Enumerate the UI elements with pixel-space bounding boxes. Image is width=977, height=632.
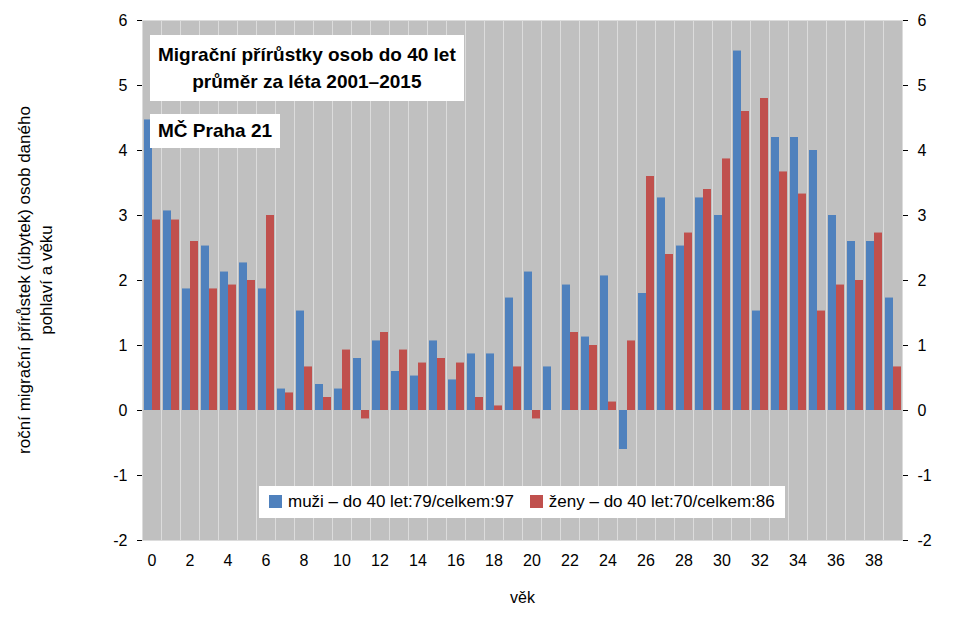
- svg-text:-2: -2: [113, 532, 127, 549]
- svg-text:0: 0: [148, 552, 157, 569]
- svg-text:14: 14: [409, 552, 427, 569]
- svg-text:12: 12: [371, 552, 389, 569]
- html-text:průměr za léta 2001–2015: průměr za léta 2001–2015: [192, 71, 422, 92]
- svg-text:1: 1: [119, 337, 128, 354]
- html-text:muži – do 40 let:79/celkem:97: muži – do 40 let:79/celkem:97: [288, 492, 514, 511]
- svg-text:18: 18: [485, 552, 503, 569]
- svg-text:28: 28: [675, 552, 693, 569]
- svg-text:1: 1: [918, 337, 927, 354]
- svg-text:-1: -1: [113, 467, 127, 484]
- svg-text:4: 4: [119, 142, 128, 159]
- svg-text:6: 6: [918, 12, 927, 29]
- svg-text:0: 0: [918, 402, 927, 419]
- svg-text:věk: věk: [510, 589, 536, 606]
- html-text:roční migrační přírůstek (úbyt: roční migrační přírůstek (úbytek) osob d…: [15, 106, 56, 454]
- svg-text:6: 6: [119, 12, 128, 29]
- svg-text:36: 36: [827, 552, 845, 569]
- html-text:MČ Praha 21: MČ Praha 21: [158, 120, 272, 141]
- svg-text:3: 3: [119, 207, 128, 224]
- svg-text:2: 2: [918, 272, 927, 289]
- svg-text:-2: -2: [918, 532, 932, 549]
- svg-text:26: 26: [637, 552, 655, 569]
- svg-text:38: 38: [865, 552, 883, 569]
- svg-text:34: 34: [789, 552, 807, 569]
- svg-text:16: 16: [447, 552, 465, 569]
- html-text:Migrační přírůstky osob do 40: Migrační přírůstky osob do 40 let: [158, 44, 456, 65]
- svg-text:6: 6: [262, 552, 271, 569]
- svg-text:4: 4: [918, 142, 927, 159]
- svg-text:22: 22: [561, 552, 579, 569]
- svg-text:-1: -1: [918, 467, 932, 484]
- svg-text:5: 5: [918, 77, 927, 94]
- svg-text:4: 4: [224, 552, 233, 569]
- html-text:ženy – do 40 let:70/celkem:86: ženy – do 40 let:70/celkem:86: [548, 492, 775, 511]
- svg-text:20: 20: [523, 552, 541, 569]
- svg-text:8: 8: [300, 552, 309, 569]
- svg-text:30: 30: [713, 552, 731, 569]
- svg-text:3: 3: [918, 207, 927, 224]
- svg-text:5: 5: [119, 77, 128, 94]
- svg-text:2: 2: [186, 552, 195, 569]
- svg-text:10: 10: [333, 552, 351, 569]
- svg-text:32: 32: [751, 552, 769, 569]
- svg-text:24: 24: [599, 552, 617, 569]
- svg-text:0: 0: [119, 402, 128, 419]
- svg-text:2: 2: [119, 272, 128, 289]
